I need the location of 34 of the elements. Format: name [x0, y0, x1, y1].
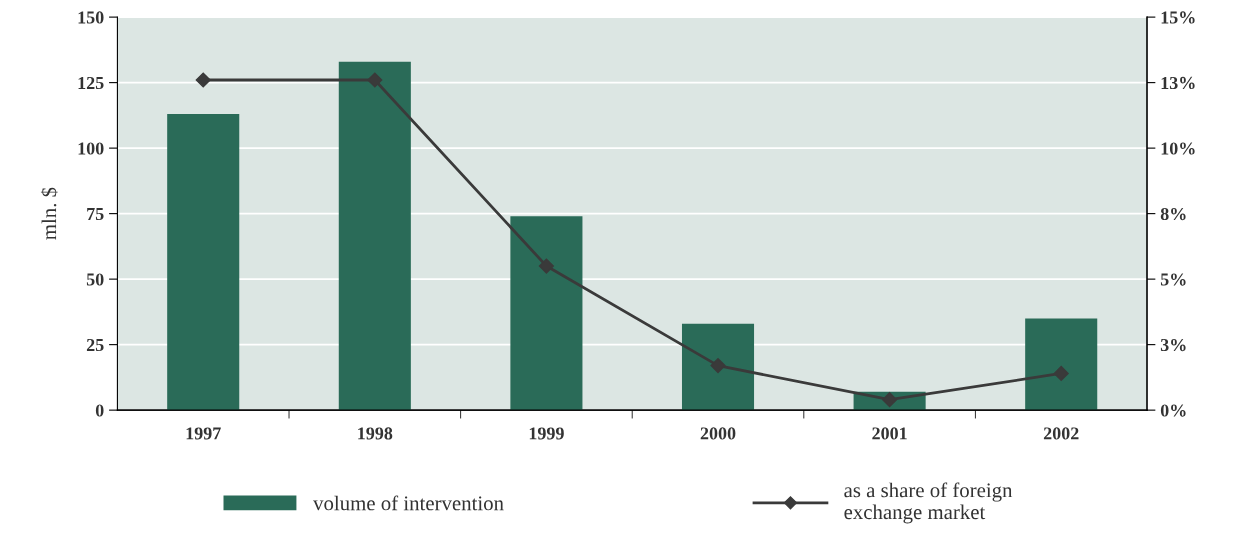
y2-tick-label: 8% [1160, 207, 1186, 221]
x-tick-label: 1999 [529, 427, 564, 440]
point [367, 72, 383, 88]
y2-tick-label: 3% [1160, 338, 1186, 352]
x-tick-label: 2002 [1043, 427, 1079, 440]
legend-label: as a share of foreign exchange market [844, 482, 1013, 524]
y-tick-label: 100 [78, 142, 104, 155]
bar [510, 216, 583, 411]
point [538, 258, 554, 274]
point [710, 358, 726, 374]
y2-tick-label: 10% [1161, 142, 1195, 155]
x-tick-label: 2001 [872, 427, 907, 440]
point [882, 392, 898, 408]
y-tick-label: 125 [78, 76, 104, 90]
bar [338, 61, 411, 411]
y-tick-label: 150 [78, 11, 104, 24]
y-tick-label: 75 [87, 208, 104, 221]
bar [1025, 318, 1098, 411]
point [1053, 365, 1069, 382]
y2-tick-label: 15% [1161, 11, 1195, 24]
bar [681, 323, 755, 411]
legend-label: volume of intervention [313, 495, 504, 511]
x-tick-label: 2000 [700, 427, 736, 440]
y-tick-label: 25 [86, 338, 104, 352]
bar [167, 114, 240, 411]
y2-tick-label: 0% [1160, 404, 1186, 417]
y-tick-label: 50 [86, 273, 104, 286]
x-tick-label: 1997 [186, 427, 221, 440]
point [195, 72, 211, 88]
x-tick-label: 1998 [358, 427, 393, 440]
y-tick-label: 0 [95, 404, 104, 417]
y2-tick-label: 13% [1161, 76, 1195, 90]
y-axis-title: mln. $ [40, 187, 58, 240]
y2-tick-label: 5% [1160, 273, 1186, 286]
